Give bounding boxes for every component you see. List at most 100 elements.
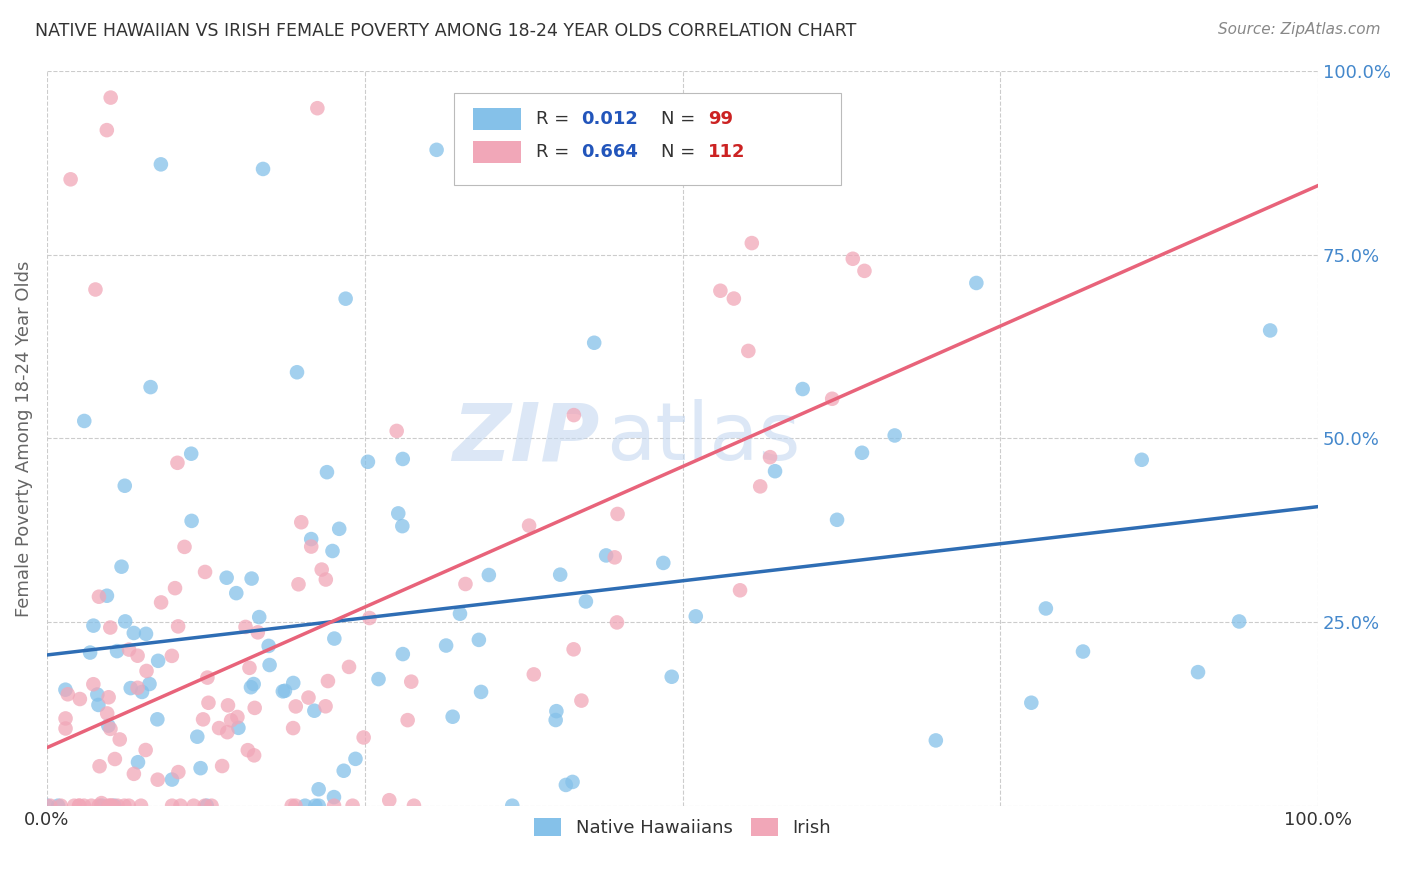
Point <box>236 743 259 757</box>
Point <box>825 513 848 527</box>
Point <box>82 618 104 632</box>
Point <box>87 590 110 604</box>
Point <box>146 772 169 787</box>
Point <box>299 532 322 546</box>
Point <box>105 644 128 658</box>
Point <box>86 688 108 702</box>
Point <box>100 798 122 813</box>
Point <box>851 446 873 460</box>
Point <box>97 719 120 733</box>
Point <box>139 380 162 394</box>
Point <box>252 161 274 176</box>
Point <box>149 157 172 171</box>
Point <box>217 698 239 713</box>
Point <box>544 713 567 727</box>
Point <box>308 798 330 813</box>
Point <box>239 680 262 694</box>
Point <box>652 556 675 570</box>
Point <box>454 577 477 591</box>
Point <box>470 685 492 699</box>
Point <box>98 620 121 634</box>
Point <box>965 276 987 290</box>
Point <box>101 798 124 813</box>
Point <box>271 684 294 698</box>
Point <box>304 798 326 813</box>
Point <box>281 721 304 735</box>
Point <box>290 515 312 529</box>
Point <box>728 583 751 598</box>
Point <box>328 522 350 536</box>
Point <box>228 721 250 735</box>
Point <box>56 687 79 701</box>
Point <box>274 683 297 698</box>
Point <box>197 671 219 685</box>
Point <box>129 798 152 813</box>
Point <box>283 676 305 690</box>
Text: N =: N = <box>661 110 702 128</box>
FancyBboxPatch shape <box>454 93 841 185</box>
Point <box>332 764 354 778</box>
Point <box>108 732 131 747</box>
Point <box>73 414 96 428</box>
Point <box>180 514 202 528</box>
Point <box>166 456 188 470</box>
Point <box>344 752 367 766</box>
Point <box>167 765 190 780</box>
Point <box>169 798 191 813</box>
Point <box>308 782 330 797</box>
Point <box>100 90 122 104</box>
Point <box>37 798 59 813</box>
Point <box>87 798 110 813</box>
Point <box>709 284 731 298</box>
Point <box>401 674 423 689</box>
Point <box>110 559 132 574</box>
Point <box>595 549 617 563</box>
Text: Source: ZipAtlas.com: Source: ZipAtlas.com <box>1218 22 1381 37</box>
Point <box>160 772 183 787</box>
Text: 112: 112 <box>709 143 745 161</box>
Point <box>561 775 583 789</box>
Point <box>387 507 409 521</box>
Point <box>1130 452 1153 467</box>
Point <box>285 365 308 379</box>
Point <box>603 550 626 565</box>
Point <box>323 632 346 646</box>
Point <box>103 798 125 813</box>
Text: NATIVE HAWAIIAN VS IRISH FEMALE POVERTY AMONG 18-24 YEAR OLDS CORRELATION CHART: NATIVE HAWAIIAN VS IRISH FEMALE POVERTY … <box>35 22 856 40</box>
Point <box>281 798 304 813</box>
Point <box>46 798 69 813</box>
Point <box>69 692 91 706</box>
Point <box>127 648 149 663</box>
Point <box>190 761 212 775</box>
Point <box>73 798 96 813</box>
Point <box>242 677 264 691</box>
Point <box>359 611 381 625</box>
Point <box>167 619 190 633</box>
Point <box>396 713 419 727</box>
Point <box>583 335 606 350</box>
Point <box>304 704 326 718</box>
Point <box>89 759 111 773</box>
Point <box>127 755 149 769</box>
Point <box>97 798 120 813</box>
Point <box>146 712 169 726</box>
Point <box>226 710 249 724</box>
Point <box>183 798 205 813</box>
Point <box>55 711 77 725</box>
Point <box>225 586 247 600</box>
Point <box>606 507 628 521</box>
Point <box>478 568 501 582</box>
Point <box>294 798 316 813</box>
Point <box>122 767 145 781</box>
Point <box>842 252 865 266</box>
Point <box>98 798 121 813</box>
Point <box>1035 601 1057 615</box>
Point <box>501 798 523 813</box>
Point <box>186 730 208 744</box>
Point <box>97 690 120 705</box>
Bar <box>472 108 522 130</box>
Point <box>763 464 786 478</box>
Point <box>160 798 183 813</box>
Point <box>554 778 576 792</box>
Point <box>571 693 593 707</box>
